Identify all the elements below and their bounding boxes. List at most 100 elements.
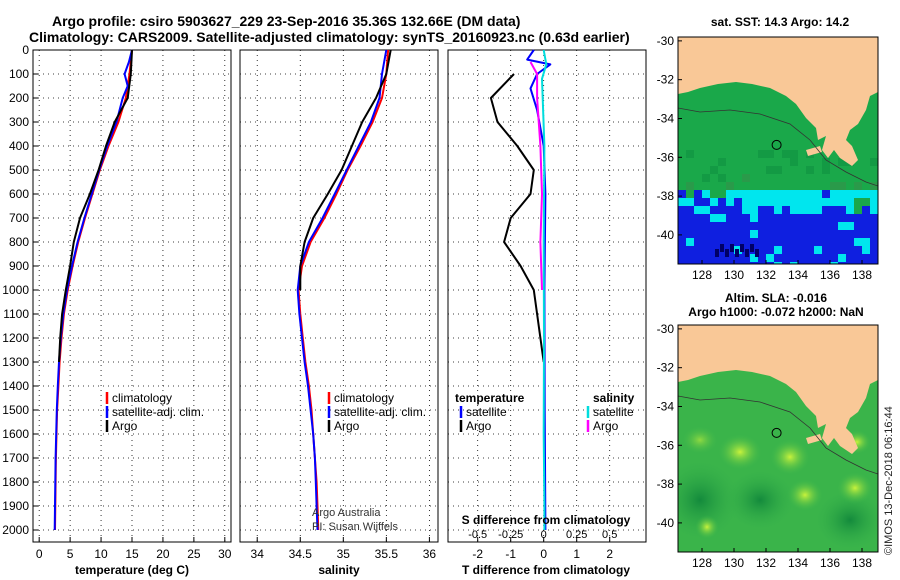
sst-cell [734, 254, 742, 262]
sst-cell [806, 230, 814, 238]
series-line-1 [53, 49, 133, 531]
sst-cell [766, 246, 774, 254]
sst-cell [862, 262, 870, 264]
legend-satellite-adj: satellite-adj. clim. [112, 405, 204, 419]
sst-cell [686, 246, 694, 254]
x-tick-label: 0 [540, 547, 547, 561]
sst-cell [694, 206, 702, 214]
sst-cell [694, 238, 702, 246]
legend-s-satellite: satellite [593, 405, 634, 419]
series-line-3 [529, 61, 543, 291]
sst-cell [838, 222, 846, 230]
sst-cell [830, 238, 838, 246]
sst-cell [830, 198, 838, 206]
sst-map: sat. SST: 14.3 Argo: 14.2 128 130 132 134 13… [657, 15, 879, 282]
sst-map-frame [677, 36, 879, 265]
map-x-tick-label: 128 [692, 268, 712, 282]
sst-cell [790, 206, 798, 214]
sst-cell [846, 214, 854, 222]
sst-cell [790, 198, 798, 206]
map-x-tick-label: 138 [852, 556, 872, 570]
sst-cell [702, 198, 710, 206]
sst-cell [782, 254, 790, 262]
sst-cell [814, 246, 822, 254]
sst-cell [678, 190, 686, 198]
sst-cell [870, 206, 878, 214]
y-tick-label: 1900 [2, 499, 29, 513]
sst-map-title: sat. SST: 14.3 Argo: 14.2 [711, 15, 850, 29]
map-y-tick-label: -34 [657, 111, 675, 125]
sst-cell [702, 254, 710, 262]
legend-s-argo: Argo [593, 419, 619, 433]
sst-cell [750, 214, 758, 222]
sst-cell [758, 246, 766, 254]
map-y-tick-label: -38 [657, 189, 675, 203]
sst-cell [830, 190, 838, 198]
y-tick-label: 700 [9, 211, 29, 225]
sst-cell [766, 206, 774, 214]
sst-cell [774, 206, 782, 214]
sst-cell [726, 182, 734, 190]
sst-cell [766, 254, 774, 262]
sst-cell [766, 262, 774, 264]
y-tick-label: 200 [9, 91, 29, 105]
sst-cell [822, 238, 830, 246]
temperature-x-ticks: 0 5 10 15 20 25 30 [36, 537, 232, 561]
sst-cell [734, 230, 742, 238]
sst-cell [702, 246, 710, 254]
sst-cell [830, 254, 838, 262]
sst-cell [686, 150, 694, 158]
sst-cell [726, 238, 734, 246]
sst-cell [678, 222, 686, 230]
sst-cell [702, 214, 710, 222]
sst-cell [838, 158, 846, 166]
sst-cell [822, 246, 830, 254]
sst-cell [806, 238, 814, 246]
sst-cell [678, 206, 686, 214]
sst-cell [766, 238, 774, 246]
legend-climatology: climatology [334, 391, 394, 405]
sst-cell [774, 222, 782, 230]
y-tick-label: 800 [9, 235, 29, 249]
legend-climatology: climatology [112, 391, 172, 405]
sst-cell [838, 254, 846, 262]
sst-cell [710, 166, 718, 174]
map-x-tick-label: 128 [692, 556, 712, 570]
continental-shelf-isobath [678, 395, 878, 475]
sst-cell [806, 190, 814, 198]
sst-cell [814, 262, 822, 264]
sst-map-ticks: 128 130 132 134 136 138 -30 -32 -34 -36 -38 -40 [657, 34, 873, 282]
sst-cell [734, 222, 742, 230]
sst-cell [798, 238, 806, 246]
sst-cell [846, 206, 854, 214]
x-tick-label: 35 [337, 547, 351, 561]
sla-map-ticks: 128 130 132 134 136 138 -30 -32 -34 -36 -38 -40 [657, 322, 873, 570]
sst-map-field [678, 37, 878, 264]
sst-cell [750, 198, 758, 206]
legend-t-argo: Argo [466, 419, 492, 433]
sst-cell [790, 190, 798, 198]
map-y-tick-label: -40 [657, 516, 675, 530]
sst-cell [702, 206, 710, 214]
sla-map-frame [677, 324, 879, 553]
legend-argo: Argo [112, 419, 138, 433]
sst-cell [806, 166, 814, 174]
sst-cell [694, 254, 702, 262]
sst-cell [806, 246, 814, 254]
x-tick-label: 36 [423, 547, 437, 561]
difference-plot-frame [447, 49, 647, 543]
x-tick-label: 1 [573, 547, 580, 561]
sst-cell [750, 190, 758, 198]
sst-cell [702, 238, 710, 246]
y-tick-label: 0 [22, 43, 29, 57]
sst-cell [790, 254, 798, 262]
sst-cell [798, 246, 806, 254]
sst-cell [870, 158, 878, 166]
map-y-tick-label: -38 [657, 477, 675, 491]
salinity-panel: 34 34.5 35 35.5 36 salinity climatology sate… [239, 49, 439, 577]
sst-cell [702, 222, 710, 230]
sst-cell [830, 206, 838, 214]
sst-cell [694, 190, 702, 198]
sst-cell [718, 214, 726, 222]
sst-cell [678, 230, 686, 238]
